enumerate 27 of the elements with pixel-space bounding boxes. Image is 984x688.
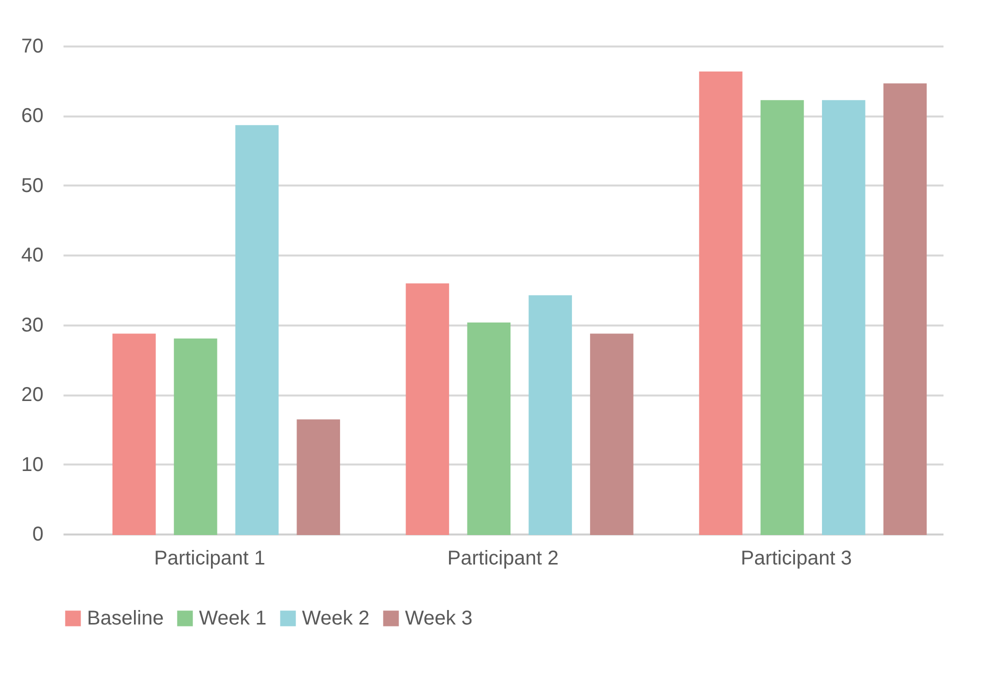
bar	[760, 100, 804, 535]
bar	[699, 71, 742, 535]
x-tick-label: Participant 3	[740, 548, 852, 570]
legend-label: Baseline	[87, 607, 164, 630]
bar	[296, 419, 340, 535]
y-tick-label: 30	[21, 314, 44, 336]
y-tick-label: 70	[21, 36, 44, 58]
y-tick-label: 10	[21, 454, 44, 476]
bar	[590, 334, 634, 535]
bar	[467, 322, 511, 535]
legend-label: Week 1	[199, 607, 266, 630]
y-tick-label: 40	[21, 244, 44, 267]
legend-label: Week 3	[405, 607, 472, 630]
x-tick-label: Participant 2	[447, 548, 559, 570]
x-tick-label: Participant 1	[154, 548, 266, 570]
bar	[174, 338, 218, 535]
bar	[822, 100, 866, 535]
bar	[883, 83, 927, 535]
bar	[406, 283, 450, 535]
bar	[235, 125, 279, 535]
bar	[112, 334, 156, 535]
legend-label: Week 2	[302, 607, 370, 630]
y-tick-label: 60	[21, 105, 44, 128]
bar	[528, 295, 572, 535]
y-tick-label: 20	[21, 384, 44, 406]
y-tick-label: 50	[21, 174, 44, 197]
y-tick-label: 0	[32, 524, 44, 546]
